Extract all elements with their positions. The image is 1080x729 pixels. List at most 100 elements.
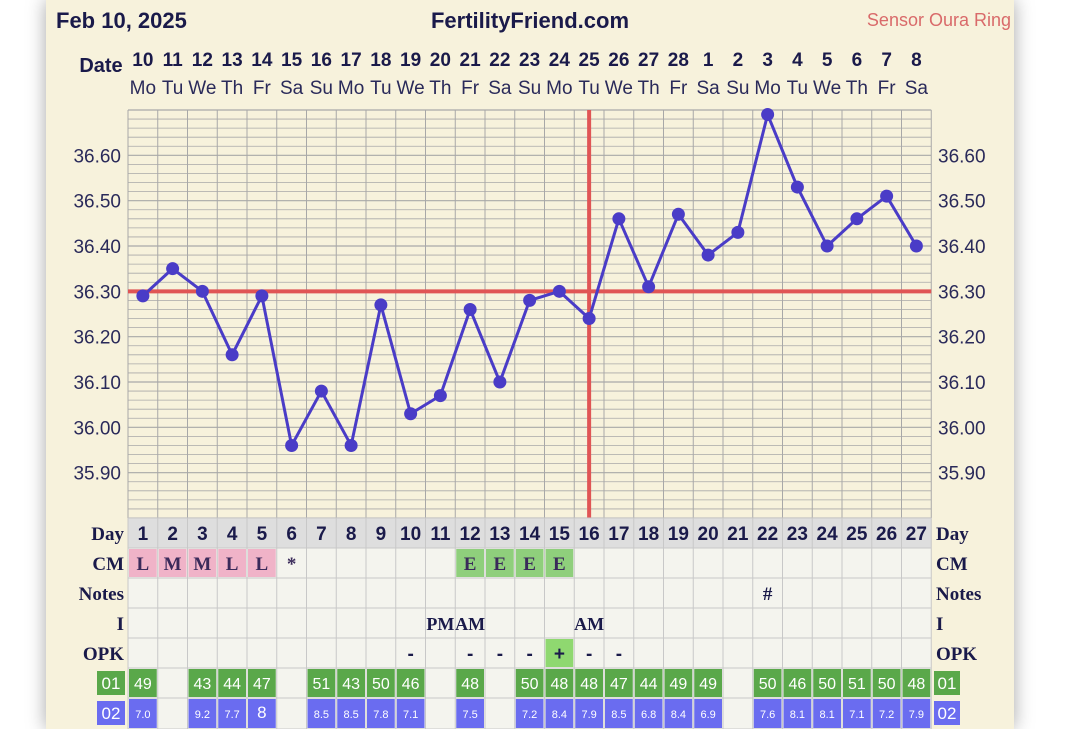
temperature-point	[493, 375, 507, 389]
cm-value: E	[494, 554, 507, 575]
weekday-label: We	[188, 78, 216, 99]
weekday-label: Sa	[905, 78, 929, 99]
chart-date-header: Feb 10, 2025	[56, 8, 187, 33]
cycle-day-label: 9	[376, 524, 387, 545]
cm-cell	[456, 549, 484, 577]
metric1-value: 48	[550, 676, 568, 693]
metric2-cell	[664, 699, 693, 728]
metric1-cell	[575, 669, 603, 697]
y-tick-label-right: 36.50	[938, 192, 986, 213]
cycle-day-label: 21	[727, 524, 749, 545]
metric1-cell	[634, 669, 663, 697]
cycle-day-label: 10	[400, 524, 421, 545]
date-label: 6	[852, 50, 863, 71]
weekday-label: Sa	[488, 78, 512, 99]
metric2-value: 6.8	[641, 709, 656, 721]
weekday-label: Th	[638, 78, 660, 99]
metric2-cell	[248, 699, 276, 728]
cm-cell	[218, 549, 246, 577]
metric1-value: 43	[342, 676, 360, 693]
metric2-cell	[783, 699, 812, 728]
metric1-cell	[605, 669, 633, 697]
metric1-value: 50	[818, 676, 836, 693]
cm-row-label-right: CM	[936, 554, 968, 575]
notes-row-label: Notes	[79, 584, 124, 605]
date-label: 14	[251, 50, 273, 71]
metric1-value: 49	[669, 676, 687, 693]
metric1-cell	[783, 669, 812, 697]
temperature-series	[136, 108, 923, 452]
temperature-point	[314, 384, 328, 398]
cycle-day-label: 16	[579, 524, 600, 545]
temperature-plot-area	[128, 110, 932, 518]
weekday-label: We	[605, 78, 633, 99]
weekday-label: Tu	[578, 78, 599, 99]
metric1-cell	[129, 669, 157, 697]
opk-result: -	[586, 644, 592, 665]
metric2-value: 7.1	[403, 709, 418, 721]
chart-grid	[127, 109, 932, 519]
metric1-value: 49	[699, 676, 717, 693]
metric2-value: 7.9	[909, 709, 924, 721]
metric2-cell	[575, 699, 603, 728]
metric2-cell	[605, 699, 633, 728]
date-label: 25	[579, 50, 601, 71]
cycle-day-label: 4	[227, 524, 238, 545]
intercourse-row-label: I	[117, 614, 124, 635]
y-tick-label-left: 36.40	[73, 237, 121, 258]
y-tick-label-right: 36.00	[938, 418, 986, 439]
metric1-cell	[188, 669, 217, 697]
temperature-point	[225, 348, 239, 362]
cm-value: L	[226, 554, 239, 575]
weekday-label: Sa	[280, 78, 304, 99]
metric1-cell	[367, 669, 395, 697]
temperature-point	[880, 189, 894, 203]
metric2-value: 7.8	[373, 709, 388, 721]
metric2-cell	[456, 699, 484, 728]
date-label: 24	[549, 50, 571, 71]
y-tick-label-right: 36.10	[938, 373, 986, 394]
date-label: 2	[733, 50, 744, 71]
metric2-cell	[515, 699, 544, 728]
metric2-cell	[902, 699, 931, 728]
temperature-point	[404, 407, 418, 421]
metric2-row-label-right: 02	[938, 704, 957, 723]
metric2-cell	[188, 699, 217, 728]
temperature-point	[463, 302, 477, 316]
temperature-point	[195, 284, 209, 298]
metric1-row-label: 01	[102, 674, 121, 693]
metric1-cell	[456, 669, 484, 697]
date-columns: 10Mo11Tu12We13Th14Fr15Sa16Su17Mo18Tu19We…	[130, 50, 929, 99]
cm-value: E	[523, 554, 536, 575]
temperature-point	[761, 108, 775, 122]
metric1-label-box-right	[934, 671, 960, 695]
metric1-value: 50	[878, 676, 896, 693]
metric1-cell	[307, 669, 336, 697]
temperature-point	[523, 293, 537, 307]
weekday-label: Tu	[787, 78, 808, 99]
weekday-label: Su	[310, 78, 333, 99]
date-label: 4	[792, 50, 803, 71]
date-label: 15	[281, 50, 303, 71]
date-label: 3	[762, 50, 773, 71]
metric2-value: 7.0	[135, 709, 150, 721]
metric2-value: 7.2	[879, 709, 894, 721]
cm-cell	[515, 549, 544, 577]
cycle-day-label: 27	[906, 524, 927, 545]
temperature-point	[582, 312, 596, 326]
date-label: 10	[132, 50, 153, 71]
metric2-value: 8.4	[552, 709, 567, 721]
date-label: 1	[703, 50, 714, 71]
metric2-row-label: 02	[102, 704, 121, 723]
metric1-cell	[813, 669, 841, 697]
metric2-cell	[634, 699, 663, 728]
date-label: 8	[911, 50, 922, 71]
cycle-day-label: 23	[787, 524, 808, 545]
metric2-value: 7.9	[581, 709, 596, 721]
metric2-value: 8.5	[343, 709, 358, 721]
date-label: 11	[163, 50, 184, 71]
metric2-value: 8.1	[790, 709, 805, 721]
opk-result: -	[467, 644, 473, 665]
temperature-point	[344, 438, 358, 452]
metric2-value: 7.1	[849, 709, 864, 721]
